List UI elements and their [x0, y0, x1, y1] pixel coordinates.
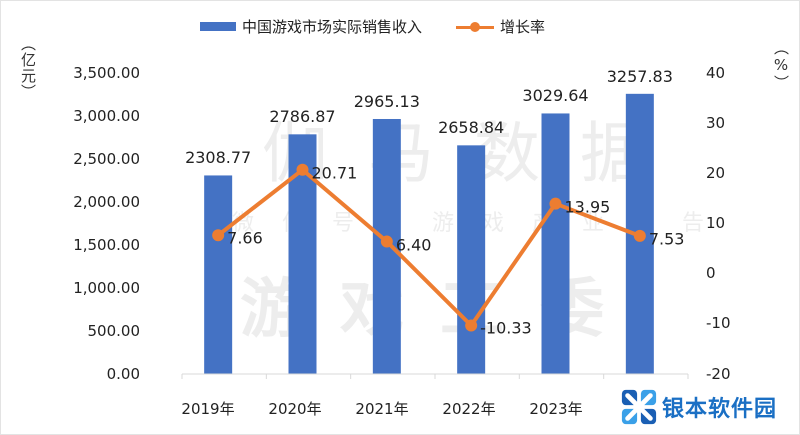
revenue-bar [457, 145, 486, 374]
x-tick-2020: 2020年 [268, 400, 322, 418]
right-tick: 30 [706, 114, 726, 132]
growth-rate-marker [380, 235, 393, 248]
bar-swatch-icon [200, 22, 236, 31]
bar-value-label: 3257.83 [606, 66, 673, 86]
right-tick: -10 [706, 314, 731, 332]
left-tick: 500.00 [87, 322, 141, 340]
right-tick: -20 [706, 365, 731, 383]
growth-rate-line [212, 163, 646, 332]
right-tick: 0 [706, 264, 716, 282]
left-tick: 2,500.00 [73, 150, 140, 168]
line-marker-swatch-icon [456, 21, 495, 32]
bar-value-label: 2658.84 [438, 118, 505, 138]
bar-value-label: 2965.13 [353, 91, 420, 111]
x-tick-2021: 2021年 [355, 400, 409, 418]
x-tick-2022: 2022年 [442, 400, 496, 418]
left-tick: 1,000.00 [73, 279, 140, 297]
right-tick: 20 [706, 164, 726, 182]
revenue-bar [204, 175, 233, 374]
growth-rate-label: -10.33 [480, 318, 532, 338]
growth-rate-label: 7.66 [227, 228, 263, 248]
growth-rate-marker [212, 229, 225, 242]
growth-rate-marker [549, 197, 562, 210]
left-tick: 0.00 [106, 365, 140, 383]
x-tick-2019: 2019年 [181, 400, 235, 418]
brand-logo-icon [621, 389, 657, 425]
x-axis-tick-marks [181, 374, 689, 379]
growth-rate-label: 6.40 [395, 235, 432, 255]
left-tick: 3,000.00 [73, 107, 140, 125]
growth-rate-label: 7.53 [648, 229, 685, 249]
left-tick: 3,500.00 [73, 64, 140, 82]
left-tick: 2,000.00 [73, 193, 140, 211]
chart-legend: 中国游戏市场实际销售收入 增长率 [200, 16, 545, 37]
left-tick: 1,500.00 [73, 236, 140, 254]
growth-rate-marker [296, 163, 309, 176]
growth-rate-label: 13.95 [564, 197, 611, 217]
right-tick: 10 [706, 214, 726, 232]
revenue-bars [204, 93, 654, 375]
growth-rate-marker [465, 319, 478, 332]
legend-item-revenue[interactable]: 中国游戏市场实际销售收入 [200, 16, 422, 37]
legend-label-revenue: 中国游戏市场实际销售收入 [242, 18, 423, 36]
revenue-bar [541, 113, 570, 374]
bar-value-label: 2308.77 [185, 148, 252, 168]
bar-value-label: 3029.64 [522, 86, 589, 106]
brand-watermark: 银本软件园 [620, 388, 777, 426]
bar-value-label: 2786.87 [269, 107, 336, 127]
brand-text: 银本软件园 [662, 397, 778, 422]
legend-item-growth[interactable]: 增长率 [456, 16, 545, 37]
left-axis-title: （亿元） [19, 36, 37, 100]
growth-rate-marker [633, 229, 646, 242]
growth-rate-label: 20.71 [311, 163, 358, 183]
right-axis-title: （%） [772, 40, 790, 91]
x-tick-2023: 2023年 [529, 400, 583, 418]
legend-label-growth: 增长率 [500, 18, 546, 36]
right-tick: 40 [706, 64, 726, 82]
